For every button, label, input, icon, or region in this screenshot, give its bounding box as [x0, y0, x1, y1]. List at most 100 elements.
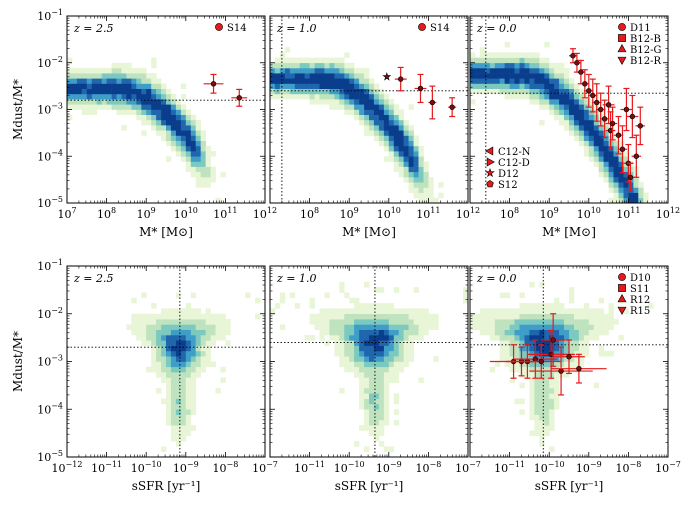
heatmap-cell [474, 324, 481, 330]
heatmap-cell [393, 329, 400, 336]
heatmap-cell [628, 166, 634, 173]
heatmap-cell [559, 345, 565, 352]
heatmap-cell [359, 319, 365, 325]
heatmap-cell [151, 324, 157, 330]
heatmap-cell [569, 114, 575, 121]
heatmap-cell [373, 366, 380, 373]
heatmap-cell [529, 93, 535, 100]
heatmap-cell [369, 99, 375, 105]
heatmap-cell [131, 324, 137, 330]
heatmap-cell [569, 125, 575, 131]
heatmap-cell [279, 297, 286, 304]
heatmap-cell [344, 319, 350, 325]
heatmap-cell [170, 329, 177, 336]
heatmap-cell [509, 324, 515, 330]
heatmap-cell [146, 324, 152, 330]
heatmap-cell [549, 419, 555, 426]
heatmap-cell [156, 345, 162, 352]
heatmap-cell [96, 73, 102, 79]
heatmap-cell [96, 104, 102, 110]
heatmap-cell [484, 78, 491, 84]
heatmap-cell [474, 319, 481, 325]
heatmap-cell [559, 350, 565, 357]
heatmap-cell [185, 166, 192, 173]
heatmap-cell [408, 356, 414, 362]
heatmap-cell [398, 130, 404, 136]
heatmap-cell [514, 350, 520, 357]
heatmap-cell [195, 145, 201, 152]
heatmap-cell [220, 377, 226, 383]
heatmap-cell [141, 324, 147, 330]
heatmap-cell [131, 73, 137, 79]
legend-label: D12 [498, 169, 519, 180]
heatmap-cell [529, 308, 535, 314]
heatmap-cell [583, 319, 590, 325]
heatmap-cell [618, 177, 624, 183]
heatmap-cell [494, 62, 501, 69]
heatmap-cell [418, 335, 424, 341]
heatmap-cell [598, 313, 604, 320]
heatmap-cell [339, 319, 345, 325]
heatmap-cell [324, 340, 330, 346]
heatmap-cell [378, 104, 385, 110]
heatmap-cell [514, 52, 520, 58]
heatmap-cell [479, 324, 486, 330]
heatmap-cell [544, 67, 550, 74]
heatmap-cell [166, 88, 172, 95]
heatmap-cell [474, 78, 481, 84]
heatmap-cell [319, 88, 325, 95]
heatmap-cell [190, 409, 197, 415]
heatmap-cell [136, 114, 142, 121]
heatmap-cell [185, 335, 192, 341]
heatmap-cell [583, 345, 590, 352]
heatmap-cell [539, 350, 545, 357]
heatmap-cell [354, 356, 360, 362]
heatmap-cell [121, 67, 127, 74]
heatmap-cell [349, 356, 355, 362]
heatmap-cell [294, 62, 301, 69]
obs-marker [576, 365, 582, 372]
heatmap-cell [539, 319, 545, 325]
heatmap-cell [190, 135, 197, 141]
x-tick-label: 1012 [656, 206, 680, 221]
heatmap-cell [593, 125, 600, 131]
heatmap-cell [514, 83, 520, 89]
heatmap-cell [334, 350, 340, 357]
heatmap-cell [534, 57, 540, 64]
heatmap-cell [559, 335, 565, 341]
heatmap-cell [559, 109, 565, 115]
heatmap-cell [529, 382, 535, 389]
heatmap-cell [190, 145, 197, 152]
heatmap-cell [494, 78, 501, 84]
heatmap-cell [170, 366, 177, 373]
heatmap-cell [344, 52, 350, 58]
heatmap-cell [618, 140, 624, 147]
heatmap-cell [339, 345, 345, 352]
heatmap-cell [549, 67, 555, 74]
heatmap-cell [479, 329, 486, 336]
heatmap-cell [373, 313, 380, 320]
heatmap-cell [489, 335, 496, 341]
heatmap-cell [161, 345, 167, 352]
heatmap-cell [76, 73, 83, 79]
obs-point [580, 69, 589, 99]
heatmap-cell [593, 313, 600, 320]
heatmap-cell [185, 430, 192, 437]
heatmap-cell [195, 151, 201, 157]
heatmap-cell [195, 329, 201, 336]
heatmap-cell [349, 297, 355, 304]
heatmap-cell [126, 62, 132, 69]
heatmap-cell [534, 409, 540, 415]
heatmap-cell [544, 324, 550, 330]
heatmap-cell [180, 125, 187, 131]
heatmap-cell [378, 287, 385, 293]
heatmap-cell [423, 166, 429, 173]
heatmap-cell [339, 308, 345, 314]
heatmap-cell [388, 303, 395, 309]
heatmap-cell [289, 83, 296, 89]
heatmap-cell [349, 67, 355, 74]
heatmap-cell [354, 83, 360, 89]
heatmap-cell [364, 393, 370, 399]
y-tick-label: 10−1 [37, 258, 63, 273]
heatmap-cell [489, 73, 496, 79]
